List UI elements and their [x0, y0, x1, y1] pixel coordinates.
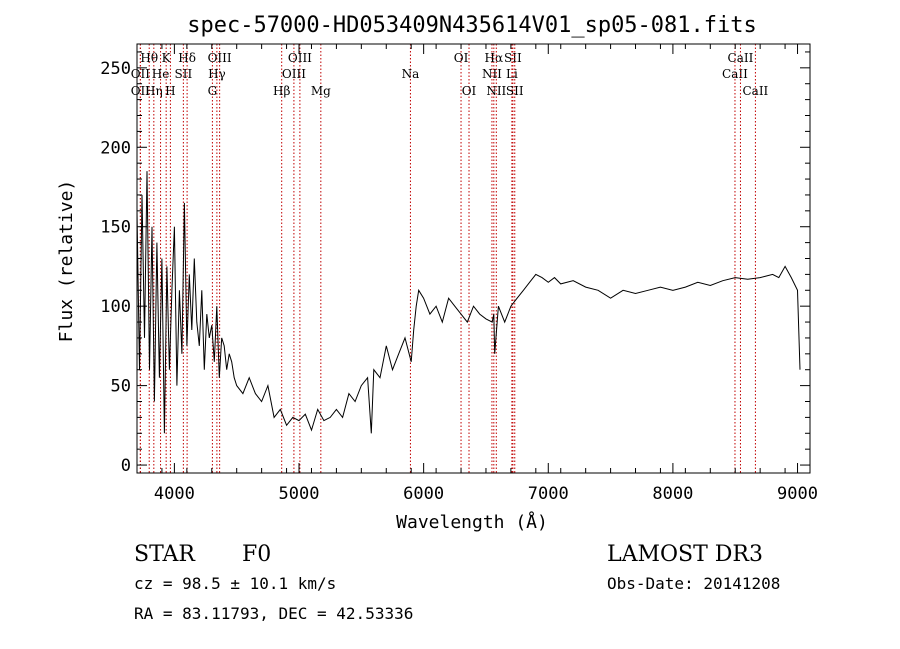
axis-ticks: 4000 5000 6000 7000 8000 9000 0 50 100 150 200 250 — [100, 44, 818, 504]
line-marker-label: Mg — [311, 84, 331, 98]
redshift-cz: cz = 98.5 ± 10.1 km/s — [134, 574, 336, 593]
line-marker-label: Hα — [485, 51, 504, 65]
plot-frame — [136, 43, 811, 474]
line-marker-label: SII — [504, 51, 522, 65]
series-group — [136, 171, 801, 434]
line-marker-label: CaII — [722, 67, 748, 81]
line-marker-label: CaII — [742, 84, 768, 98]
y-tick-label: 50 — [111, 377, 131, 397]
line-marker-label: OII — [131, 67, 151, 81]
y-tick-label: 250 — [100, 59, 131, 79]
line-marker-label: K — [162, 51, 172, 65]
x-tick-label: 9000 — [777, 484, 818, 504]
line-marker-label: NII — [486, 84, 506, 98]
x-tick-label: 7000 — [528, 484, 569, 504]
object-class: STAR — [134, 542, 196, 567]
ra-dec-coords: RA = 83.11793, DEC = 42.53336 — [134, 604, 413, 623]
y-axis-label: Flux (relative) — [56, 180, 77, 343]
line-marker-label: SII — [506, 84, 524, 98]
x-tick-label: 5000 — [279, 484, 320, 504]
line-marker-label: G — [208, 84, 218, 98]
x-tick-label: 6000 — [403, 484, 444, 504]
flux-series-line — [136, 171, 801, 434]
x-axis-label: Wavelength (Å) — [396, 511, 548, 533]
y-tick-label: 100 — [100, 297, 131, 317]
y-tick-label: 150 — [100, 218, 131, 238]
line-markers: HθOIIOIIHηHeKHSIIHδGHγOIIIHβOIIIOIIIMgNa… — [131, 44, 769, 473]
line-marker-label: OIII — [208, 51, 232, 65]
line-marker-label: OIII — [288, 51, 312, 65]
chart-title: spec-57000-HD053409N435614V01_sp05-081.f… — [187, 13, 757, 38]
survey-name: LAMOST DR3 — [607, 542, 763, 567]
y-tick-label: 0 — [121, 456, 131, 476]
line-marker-label: Hγ — [208, 67, 226, 81]
line-marker-label: Hη — [145, 84, 163, 98]
line-marker-label: He — [152, 67, 170, 81]
line-marker-label: OI — [462, 84, 477, 98]
line-marker-label: SII — [175, 67, 193, 81]
line-marker-label: OI — [454, 51, 469, 65]
line-marker-label: Na — [402, 67, 420, 81]
line-marker-label: OIII — [282, 67, 306, 81]
line-marker-label: Hβ — [273, 84, 290, 98]
observation-date: Obs-Date: 20141208 — [607, 574, 780, 593]
line-marker-label: Hδ — [178, 51, 196, 65]
y-tick-label: 200 — [100, 138, 131, 158]
line-marker-label: Hθ — [140, 51, 158, 65]
line-marker-label: Li — [506, 67, 518, 81]
x-tick-label: 8000 — [652, 484, 693, 504]
line-marker-label: CaII — [728, 51, 754, 65]
line-marker-label: NII — [482, 67, 502, 81]
line-marker-label: H — [165, 84, 175, 98]
object-subclass: F0 — [242, 542, 271, 567]
x-tick-label: 4000 — [154, 484, 195, 504]
